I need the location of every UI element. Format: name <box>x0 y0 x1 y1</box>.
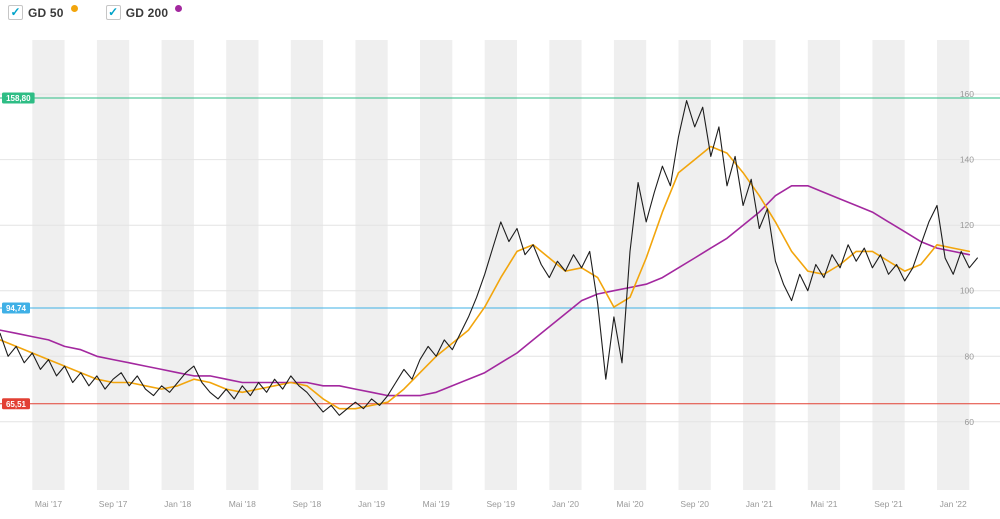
y-axis-label: 120 <box>960 220 974 230</box>
gd50-checkbox[interactable]: ✓ <box>8 5 23 20</box>
price-level-value: 65,51 <box>6 400 27 409</box>
background-stripe <box>613 40 647 490</box>
background-stripe <box>355 40 388 490</box>
checkmark-icon: ✓ <box>108 4 119 19</box>
y-axis-label: 140 <box>960 155 974 165</box>
x-axis-label: Jan '18 <box>164 499 191 509</box>
background-stripe <box>290 40 324 490</box>
price-level-value: 158,80 <box>6 94 31 103</box>
gd200-checkbox[interactable]: ✓ <box>105 4 121 20</box>
background-stripe <box>32 40 65 490</box>
x-axis-label: Mai '17 <box>35 499 62 509</box>
price-level-value: 94,74 <box>6 304 27 313</box>
price-level-badge <box>2 398 30 410</box>
x-axis-label: Jan '21 <box>746 499 773 509</box>
legend-label-gd200: GD 200 <box>125 5 169 20</box>
gd50-line <box>0 145 971 410</box>
gd200-color-dot <box>175 5 183 12</box>
background-stripe <box>872 40 905 490</box>
price-line <box>0 100 978 416</box>
x-axis-label: Jan '22 <box>940 499 967 509</box>
y-axis-label: 60 <box>965 417 975 427</box>
price-level-badge <box>2 92 35 104</box>
x-axis-label: Sep '21 <box>874 499 903 509</box>
background-stripe <box>420 40 453 490</box>
background-stripe <box>161 40 194 490</box>
legend: ✓ GD 50 ✓ GD 200 <box>8 4 183 20</box>
background-stripe <box>937 40 970 490</box>
background-stripe <box>807 40 841 490</box>
y-axis-label: 160 <box>960 89 974 99</box>
checkmark-icon: ✓ <box>10 4 21 19</box>
x-axis-label: Mai '19 <box>423 499 450 509</box>
y-axis-label: 100 <box>960 286 974 296</box>
legend-label-gd50: GD 50 <box>28 5 64 20</box>
x-axis-label: Sep '17 <box>99 499 128 509</box>
x-axis-label: Mai '20 <box>616 499 643 509</box>
price-level-badge <box>2 302 30 314</box>
gd200-line <box>0 185 971 397</box>
x-axis-label: Jan '20 <box>552 499 579 509</box>
background-stripe <box>226 40 259 490</box>
legend-item-gd200[interactable]: ✓ GD 200 <box>105 4 183 20</box>
background-stripe <box>549 40 582 490</box>
x-axis-label: Mai '18 <box>229 499 256 509</box>
x-axis-label: Sep '19 <box>487 499 516 509</box>
gd50-color-dot <box>70 5 78 12</box>
x-axis-label: Sep '20 <box>680 499 709 509</box>
x-axis-label: Mai '21 <box>810 499 837 509</box>
x-axis-label: Jan '19 <box>358 499 385 509</box>
y-axis-label: 80 <box>965 351 975 361</box>
background-stripe <box>484 40 517 490</box>
legend-item-gd50[interactable]: ✓ GD 50 <box>8 5 78 20</box>
x-axis-label: Sep '18 <box>293 499 322 509</box>
background-stripe <box>743 40 776 490</box>
background-stripe <box>96 40 130 490</box>
